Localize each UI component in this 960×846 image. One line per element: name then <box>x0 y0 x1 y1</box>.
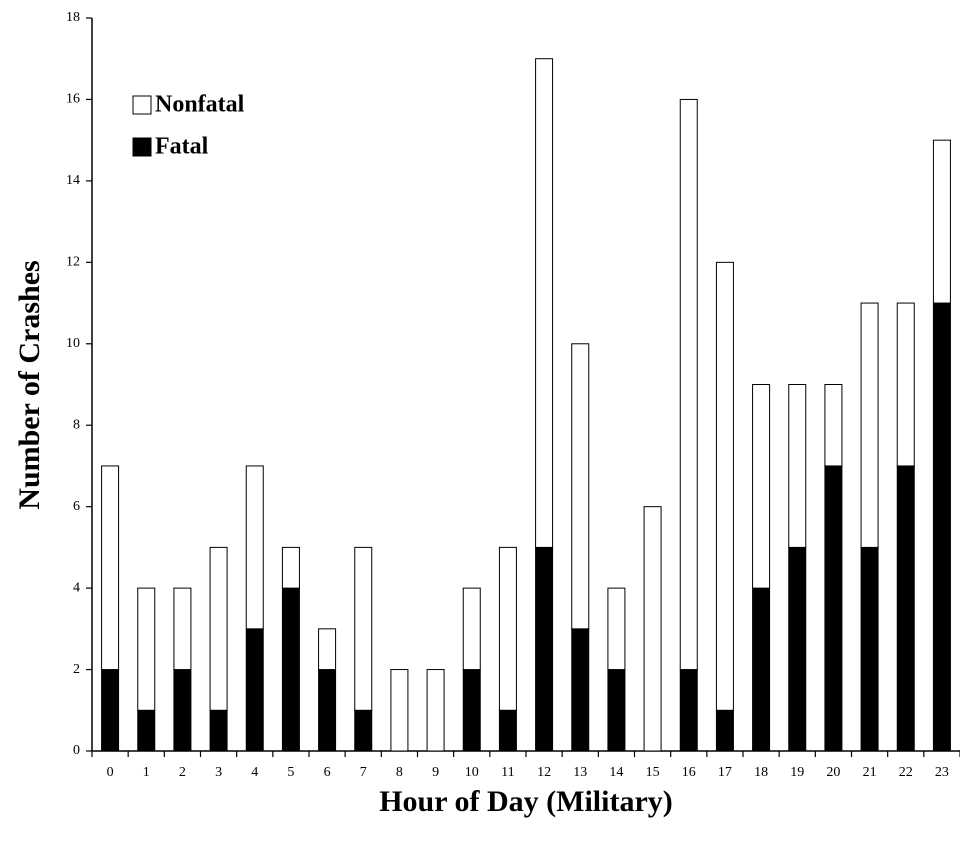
bar-segment <box>571 343 590 630</box>
y-tick-label: 10 <box>66 336 80 351</box>
bar-segment <box>462 669 481 752</box>
bar-segment <box>932 302 951 752</box>
legend-swatch <box>132 95 152 115</box>
bar-segment <box>607 669 626 752</box>
y-tick-label: 6 <box>73 499 80 514</box>
bar-segment <box>896 465 915 752</box>
x-tick-label: 18 <box>754 765 768 780</box>
bar-segment <box>788 546 807 752</box>
bar-segment <box>860 302 879 548</box>
bar-segment <box>426 669 445 752</box>
x-tick-label: 23 <box>935 765 949 780</box>
x-tick-label: 14 <box>609 765 623 780</box>
legend-label: Fatal <box>155 134 209 160</box>
x-tick-label: 10 <box>465 765 479 780</box>
bar-segment <box>390 669 409 752</box>
x-tick-label: 5 <box>287 765 294 780</box>
bar-segment <box>607 587 626 671</box>
y-tick-label: 16 <box>66 92 80 107</box>
x-tick-label: 13 <box>573 765 587 780</box>
y-tick-label: 4 <box>73 580 80 595</box>
x-tick-label: 7 <box>360 765 367 780</box>
x-tick-label: 6 <box>324 765 331 780</box>
x-tick-label: 21 <box>863 765 877 780</box>
bar-segment <box>679 669 698 752</box>
bar-segment <box>715 709 734 752</box>
legend-swatch <box>132 137 152 157</box>
x-tick-label: 4 <box>251 765 258 780</box>
x-tick-label: 3 <box>215 765 222 780</box>
bar-segment <box>498 709 517 752</box>
bar-segment <box>245 628 264 752</box>
x-tick-label: 16 <box>682 765 696 780</box>
bar-segment <box>643 506 662 752</box>
bar-segment <box>281 546 300 589</box>
x-axis-title: Hour of Day (Military) <box>379 785 673 818</box>
bar-segment <box>101 669 120 752</box>
bar-segment <box>173 587 192 671</box>
bar-segment <box>571 628 590 752</box>
legend-label: Nonfatal <box>155 92 245 118</box>
bar-segment <box>462 587 481 671</box>
bar-segment <box>354 546 373 711</box>
bar-segment <box>535 58 554 548</box>
bar-segment <box>824 465 843 752</box>
y-tick-label: 14 <box>66 173 80 188</box>
bar-segment <box>318 669 337 752</box>
y-tick-label: 18 <box>66 10 80 25</box>
x-tick-label: 19 <box>790 765 804 780</box>
y-axis-title: Number of Crashes <box>13 260 46 509</box>
y-tick-label: 0 <box>73 743 80 758</box>
bar-segment <box>209 546 228 711</box>
x-tick-label: 15 <box>646 765 660 780</box>
y-tick-label: 12 <box>66 255 80 270</box>
bar-segment <box>932 139 951 304</box>
bar-segment <box>824 384 843 467</box>
bar-segment <box>860 546 879 752</box>
x-tick-label: 12 <box>537 765 551 780</box>
bar-segment <box>498 546 517 711</box>
x-tick-label: 0 <box>107 765 114 780</box>
bar-segment <box>245 465 264 630</box>
bar-segment <box>281 587 300 752</box>
bar-segment <box>354 709 373 752</box>
bar-segment <box>101 465 120 671</box>
x-tick-label: 2 <box>179 765 186 780</box>
y-tick-label: 8 <box>73 417 80 432</box>
x-tick-label: 8 <box>396 765 403 780</box>
x-tick-label: 22 <box>899 765 913 780</box>
bar-segment <box>752 384 771 589</box>
x-tick-label: 20 <box>826 765 840 780</box>
y-tick-label: 2 <box>73 662 80 677</box>
bar-segment <box>896 302 915 467</box>
bar-segment <box>715 261 734 711</box>
x-tick-label: 11 <box>501 765 514 780</box>
bar-segment <box>318 628 337 671</box>
bar-segment <box>535 546 554 752</box>
bar-segment <box>209 709 228 752</box>
bar-segment <box>173 669 192 752</box>
bar-segment <box>752 587 771 752</box>
bar-segment <box>788 384 807 548</box>
bar-segment <box>679 98 698 671</box>
bar-segment <box>137 709 156 752</box>
x-tick-label: 9 <box>432 765 439 780</box>
x-tick-label: 17 <box>718 765 732 780</box>
bar-segment <box>137 587 156 711</box>
x-tick-label: 1 <box>143 765 150 780</box>
